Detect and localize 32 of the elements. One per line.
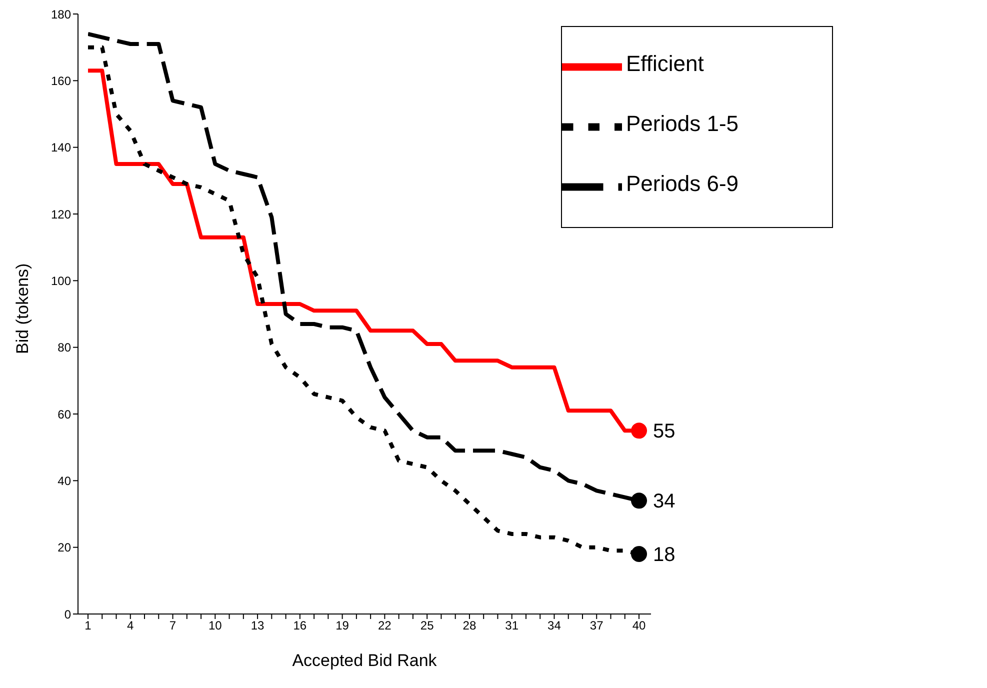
x-tick-label: 16 bbox=[293, 618, 307, 633]
x-tick-label: 4 bbox=[127, 618, 134, 633]
y-tick-label: 160 bbox=[50, 74, 72, 88]
legend-label: Periods 6-9 bbox=[626, 171, 739, 196]
x-tick-label: 7 bbox=[169, 618, 176, 633]
y-tick-label: 0 bbox=[64, 607, 72, 622]
data-label: 34 bbox=[653, 490, 676, 513]
x-tick-label: 31 bbox=[505, 618, 519, 633]
x-axis-title: Accepted Bid Rank bbox=[292, 651, 438, 670]
x-tick-label: 19 bbox=[336, 618, 350, 633]
y-tick-label: 120 bbox=[50, 207, 72, 222]
x-tick-label: 25 bbox=[420, 618, 434, 633]
x-tick-label: 22 bbox=[378, 618, 392, 633]
data-label: 18 bbox=[653, 544, 676, 566]
data-label: 55 bbox=[653, 420, 676, 443]
y-tick-label: 180 bbox=[50, 7, 72, 22]
x-tick-label: 34 bbox=[548, 618, 562, 633]
x-tick-label: 10 bbox=[208, 618, 222, 633]
x-tick-label: 40 bbox=[632, 618, 646, 633]
x-tick-label: 28 bbox=[462, 618, 476, 633]
x-tick-label: 37 bbox=[590, 618, 604, 633]
y-tick-label: 40 bbox=[58, 474, 72, 488]
x-tick-label: 13 bbox=[250, 618, 265, 633]
y-tick-label: 60 bbox=[58, 407, 72, 422]
y-tick-label: 20 bbox=[58, 540, 72, 555]
y-tick-label: 140 bbox=[50, 140, 72, 155]
x-tick-label: 1 bbox=[84, 618, 92, 633]
legend-label: Periods 1-5 bbox=[626, 111, 739, 136]
y-axis-title: Bid (tokens) bbox=[13, 263, 32, 354]
y-tick-label: 100 bbox=[50, 274, 72, 288]
legend-label: Efficient bbox=[626, 51, 704, 76]
y-tick-label: 80 bbox=[58, 340, 72, 355]
